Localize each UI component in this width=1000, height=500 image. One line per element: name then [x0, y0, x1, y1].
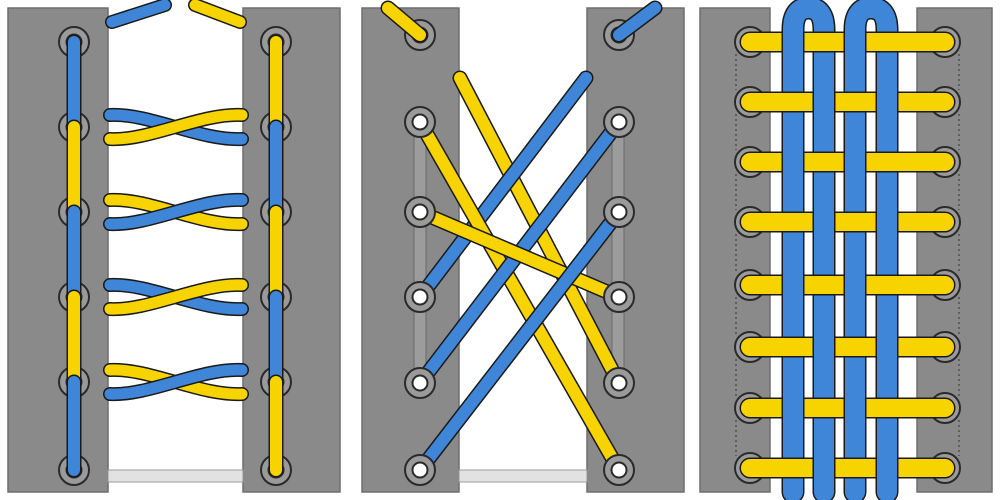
- weave-crossing: [783, 150, 803, 174]
- weave-crossing: [877, 335, 897, 359]
- hidden-lace-left: [413, 119, 427, 391]
- weave-crossing: [814, 456, 834, 480]
- weave-crossing: [845, 30, 865, 54]
- eyelet-icon: [404, 367, 436, 399]
- weave-crossing: [845, 396, 865, 420]
- lace-end: [611, 0, 663, 43]
- lace-blue-icon: [105, 0, 172, 29]
- right-flap: [242, 7, 341, 493]
- panel-right-lacing: [699, 0, 993, 500]
- bottom-bar: [107, 469, 244, 483]
- weave-crossing: [814, 90, 834, 114]
- diagonal-lace: [412, 204, 627, 478]
- right-flap: [586, 7, 685, 493]
- diagonal-lace: [412, 114, 627, 478]
- weave-crossing: [783, 273, 803, 297]
- panel-left-lacing: [7, 0, 341, 493]
- rung-lace: [103, 362, 249, 402]
- rung-lace: [103, 192, 249, 232]
- eyelet-icon: [603, 106, 635, 138]
- weave-crossing: [814, 335, 834, 359]
- left-flap: [361, 7, 460, 493]
- weave-crossing: [783, 396, 803, 420]
- eyelet-icon: [404, 106, 436, 138]
- eyelet-icon: [404, 281, 436, 313]
- left-flap: [7, 7, 109, 493]
- panel-middle-lacing: [361, 0, 685, 493]
- weave-crossing: [783, 30, 803, 54]
- rung-lace: [103, 107, 249, 147]
- weave-crossing: [845, 150, 865, 174]
- weave-lace: [843, 0, 899, 500]
- weave-crossing: [877, 90, 897, 114]
- weave-crossing: [877, 210, 897, 234]
- weave-crossing: [845, 273, 865, 297]
- lace-yellow-icon: [188, 0, 247, 29]
- lace-end: [380, 0, 428, 43]
- eyelet-icon: [603, 367, 635, 399]
- eyelet-icon: [404, 196, 436, 228]
- lace-blue-icon: [781, 0, 836, 500]
- bottom-bar: [458, 469, 588, 483]
- hidden-lace-right: [611, 119, 625, 391]
- eyelet-icon: [404, 454, 436, 486]
- weave-crossing: [814, 210, 834, 234]
- eyelet-icon: [603, 281, 635, 313]
- weave-crossing: [877, 456, 897, 480]
- eyelet-icon: [603, 454, 635, 486]
- lace-blue-icon: [412, 70, 594, 305]
- diagonal-lace: [412, 204, 627, 305]
- rung-lace: [103, 277, 249, 317]
- eyelet-icon: [603, 196, 635, 228]
